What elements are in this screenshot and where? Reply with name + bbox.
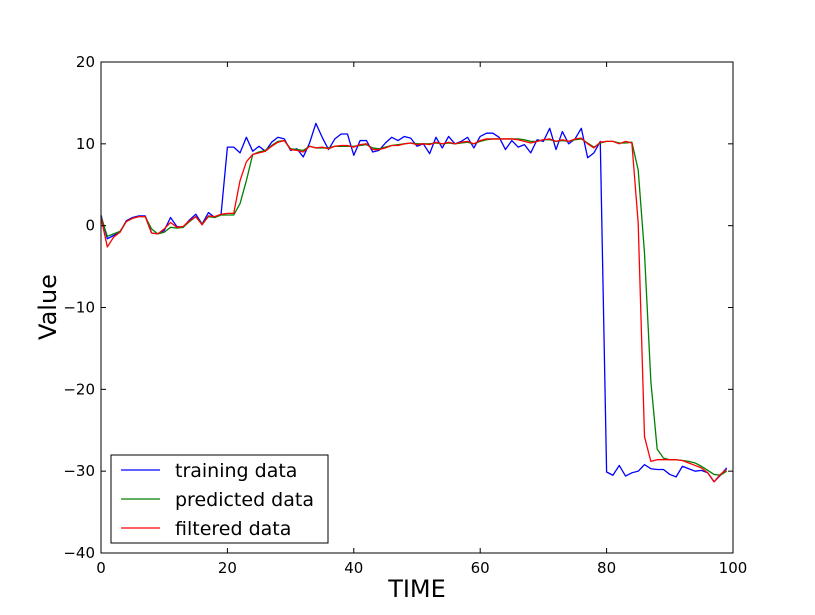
y-tick-label: 0	[85, 217, 95, 235]
y-tick-label: −20	[63, 380, 95, 398]
x-axis-label: TIME	[387, 575, 446, 603]
x-tick-label: 40	[344, 559, 363, 577]
y-axis-label: Value	[34, 274, 62, 340]
x-tick-label: 0	[96, 559, 106, 577]
x-tick-label: 100	[719, 559, 748, 577]
y-tick-label: −10	[63, 299, 95, 317]
legend-label: predicted data	[175, 489, 314, 511]
legend: training data predicted data filtered data	[110, 454, 329, 544]
series-layer	[100, 122, 728, 483]
x-tick-label: 80	[597, 559, 616, 577]
x-tick-label: 60	[471, 559, 490, 577]
legend-label: filtered data	[175, 518, 291, 540]
y-tick-label: −40	[63, 544, 95, 562]
y-tick-label: 10	[76, 135, 95, 153]
series-line-filtered-data	[100, 137, 728, 483]
y-tick-label: 20	[76, 53, 95, 71]
y-tick-label: −30	[63, 462, 95, 480]
x-tick-label: 20	[218, 559, 237, 577]
ticks-layer: 0 20 40 60 80 100 −40 −30 −20 −10 0 10 20	[63, 53, 747, 577]
legend-label: training data	[175, 460, 297, 482]
series-line-training-data	[100, 122, 728, 483]
